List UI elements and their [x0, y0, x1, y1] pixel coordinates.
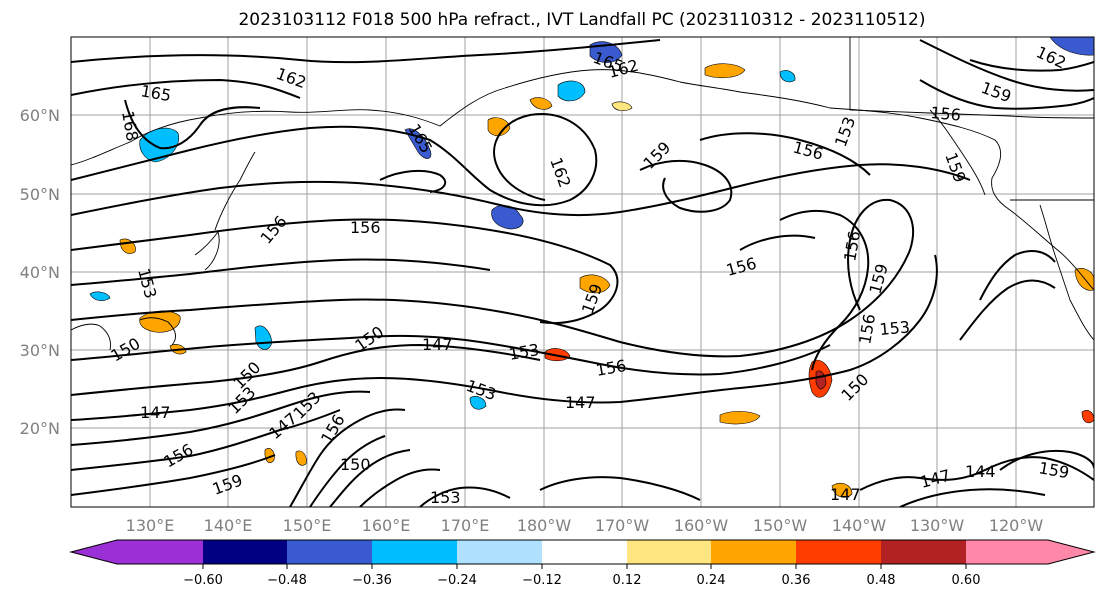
lat-label: 40°N	[20, 263, 60, 282]
colorbar: −0.60 −0.48 −0.36 −0.24 −0.12 0.12 0.24 …	[69, 539, 1096, 588]
colorbar-swatch	[287, 540, 372, 564]
colorbar-swatch	[542, 540, 627, 564]
contour-label: 147	[140, 403, 171, 422]
contour-label: 156	[350, 218, 381, 237]
colorbar-swatch	[796, 540, 881, 564]
lon-label: 130°W	[910, 516, 965, 535]
longitude-labels: 130°E 140°E 150°E 160°E 170°E 180°W 170°…	[126, 516, 1044, 535]
lon-label: 120°W	[989, 516, 1044, 535]
colorbar-swatch	[457, 540, 542, 564]
contour-label: 153	[430, 488, 461, 507]
colorbar-tick-label: −0.36	[352, 573, 392, 588]
latitude-labels: 60°N 50°N 40°N 30°N 20°N	[20, 106, 60, 438]
contour-label: 150	[340, 455, 371, 474]
lon-label: 160°E	[362, 516, 411, 535]
colorbar-tick-label: 0.36	[782, 573, 811, 588]
colorbar-swatch	[627, 540, 711, 564]
contour-label: 147	[422, 335, 453, 354]
lon-label: 170°W	[595, 516, 650, 535]
gridlines	[71, 37, 1094, 507]
colorbar-swatch	[117, 540, 203, 564]
colorbar-swatch	[711, 540, 796, 564]
colorbar-tick-label: −0.60	[183, 573, 223, 588]
map-panel: 162 165 168 165 162 162 159 156 153 156 …	[70, 36, 1095, 508]
colorbar-tick-label: 0.60	[952, 573, 981, 588]
contour-lines	[71, 39, 1094, 507]
lat-label: 60°N	[20, 106, 60, 125]
colorbar-outline	[69, 539, 1096, 565]
colorbar-tick-label: −0.12	[522, 573, 562, 588]
filled-patches	[89, 37, 1094, 498]
colorbar-tick-label: −0.48	[267, 573, 307, 588]
colorbar-tick-label: 0.12	[613, 573, 642, 588]
lon-label: 130°E	[126, 516, 175, 535]
contour-label: 147	[565, 393, 596, 412]
lon-label: 180°W	[517, 516, 572, 535]
contour-label: 156	[930, 103, 962, 125]
lon-label: 160°W	[674, 516, 729, 535]
colorbar-swatch	[881, 540, 966, 564]
lon-label: 140°W	[832, 516, 887, 535]
map-title: 2023103112 F018 500 hPa refract., IVT La…	[238, 10, 925, 30]
contour-label: 153	[879, 317, 911, 339]
lon-label: 150°E	[283, 516, 332, 535]
colorbar-tick-label: −0.24	[437, 573, 477, 588]
colorbar-swatch	[966, 540, 1048, 564]
map-frame	[70, 36, 1095, 508]
colorbar-swatch	[203, 540, 287, 564]
colorbar-swatch	[71, 540, 117, 564]
lat-label: 20°N	[20, 419, 60, 438]
contour-label: 147	[830, 485, 861, 504]
contour-label: 144	[965, 462, 996, 481]
colorbar-tick-label: 0.24	[697, 573, 726, 588]
colorbar-swatch	[372, 540, 457, 564]
colorbar-swatch	[1048, 540, 1094, 564]
lon-label: 150°W	[753, 516, 808, 535]
lon-label: 170°E	[441, 516, 490, 535]
lat-label: 50°N	[20, 185, 60, 204]
colorbar-tick-label: 0.48	[867, 573, 896, 588]
lon-label: 140°E	[204, 516, 253, 535]
lat-label: 30°N	[20, 341, 60, 360]
